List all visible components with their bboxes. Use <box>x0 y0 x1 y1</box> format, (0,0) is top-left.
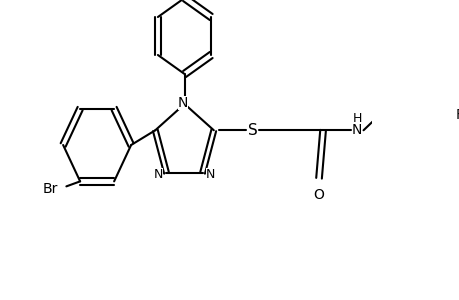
Text: N: N <box>351 123 362 137</box>
Text: N: N <box>177 96 188 110</box>
Text: F: F <box>454 108 459 122</box>
Text: S: S <box>247 123 257 138</box>
Text: Br: Br <box>43 182 58 197</box>
Text: N: N <box>206 168 215 181</box>
Text: N: N <box>153 168 163 181</box>
Text: O: O <box>313 188 324 202</box>
Text: H: H <box>352 112 361 125</box>
